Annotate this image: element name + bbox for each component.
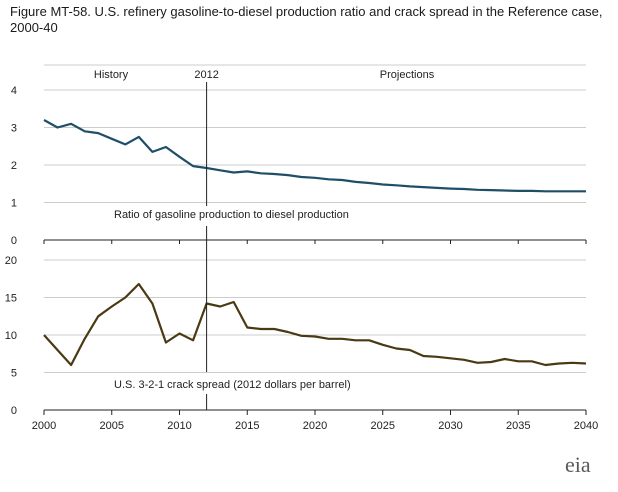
x-tick-label: 2000: [32, 420, 56, 432]
x-tick-label: 2025: [371, 420, 395, 432]
crack-ytick-label: 5: [11, 368, 17, 380]
x-tick-label: 2020: [303, 420, 327, 432]
ratio-series-label: Ratio of gasoline production to diesel p…: [114, 209, 349, 221]
crack-spread-panel: 0 5 10 15 20 U.S. 3-2-1 crack spread (2012 do…: [5, 226, 587, 417]
ratio-panel: 0 1 2 3 4 History 2012 Projections Ratio of gaso…: [11, 64, 587, 247]
ratio-ytick-label: 1: [11, 198, 17, 210]
x-tick-label: 2030: [438, 420, 462, 432]
crack-ytick-label: 20: [5, 255, 17, 267]
crack-label-backing: [110, 376, 362, 392]
history-label: History: [94, 69, 129, 81]
crack-series-label: U.S. 3-2-1 crack spread (2012 dollars pe…: [114, 379, 351, 391]
x-axis: 2000 2005 2010 2015 2020 2025 2030 2035 2040: [32, 239, 598, 432]
crack-ytick-label: 0: [11, 405, 17, 417]
crack-ytick-label: 10: [5, 330, 17, 342]
x-tick-label: 2035: [506, 420, 530, 432]
crack-ytick-label: 15: [5, 293, 17, 305]
figure-title: Figure MT-58. U.S. refinery gasoline-to-…: [10, 4, 603, 35]
x-tick-label: 2010: [167, 420, 191, 432]
x-tick-label: 2005: [100, 420, 124, 432]
ratio-ytick-label: 0: [11, 235, 17, 247]
ratio-ytick-label: 2: [11, 160, 17, 172]
projections-label: Projections: [380, 69, 435, 81]
ratio-ytick-label: 4: [11, 85, 17, 97]
x-tick-label: 2015: [235, 420, 259, 432]
crack-series-line: [43, 282, 587, 367]
ratio-ytick-label: 3: [11, 123, 17, 135]
ratio-series-line: [43, 119, 586, 193]
x-tick-label: 2040: [574, 420, 598, 432]
divider-year-label: 2012: [194, 69, 218, 81]
eia-logo: eia: [565, 452, 591, 477]
